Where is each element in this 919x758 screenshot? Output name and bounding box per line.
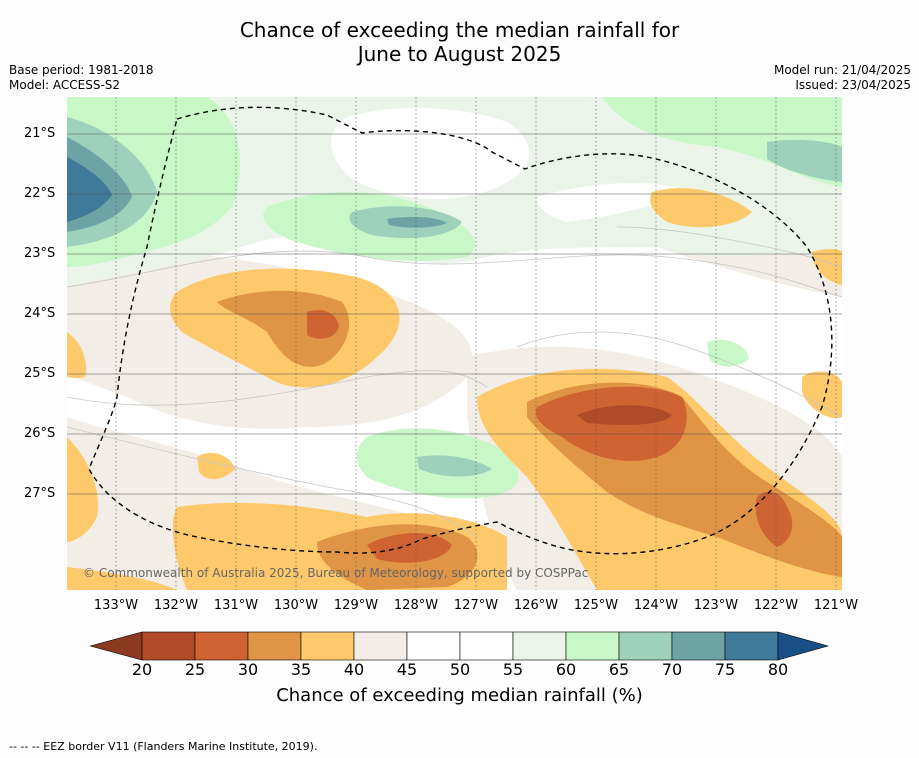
base-period: Base period: 1981-2018 (9, 63, 154, 77)
colorbar-tick-label: 45 (396, 660, 418, 679)
colorbar-tick-label: 75 (714, 660, 736, 679)
colorbar-segment (141, 631, 196, 661)
lat-label: 21°S (24, 126, 56, 141)
colorbar-tick-label: 65 (608, 660, 630, 679)
meta-left: Base period: 1981-2018 Model: ACCESS-S2 (9, 63, 154, 93)
copyright-text: © Commonwealth of Australia 2025, Bureau… (83, 566, 588, 580)
colorbar-segment (565, 631, 620, 661)
contour-65-70-south (417, 455, 492, 477)
lat-label: 25°S (24, 366, 56, 381)
colorbar-tick-label: 50 (449, 660, 471, 679)
lon-label: 130°W (273, 598, 319, 613)
contour-35-40-sw-corner (67, 567, 177, 590)
colorbar (88, 630, 830, 666)
colorbar-tick-label: 70 (661, 660, 683, 679)
colorbar-segment (618, 631, 673, 661)
model-run: Model run: 21/04/2025 (773, 63, 911, 77)
colorbar-tick-label: 60 (555, 660, 577, 679)
colorbar-tick-label: 80 (767, 660, 789, 679)
issued-date: Issued: 23/04/2025 (795, 78, 911, 92)
contour-25-30-se (755, 491, 793, 547)
lat-label: 27°S (24, 486, 56, 501)
lon-label: 122°W (753, 598, 799, 613)
lon-label: 127°W (453, 598, 499, 613)
colorbar-segment (194, 631, 249, 661)
contour-20-25-east (577, 405, 672, 425)
lon-label: 126°W (513, 598, 559, 613)
colorbar-tick-label: 55 (502, 660, 524, 679)
meta-right: Model run: 21/04/2025 Issued: 23/04/2025 (774, 63, 911, 93)
lon-label: 124°W (633, 598, 679, 613)
contour-65-70-ne (767, 139, 842, 182)
rainfall-map: © Commonwealth of Australia 2025, Bureau… (67, 97, 842, 590)
lon-label: 123°W (693, 598, 739, 613)
colorbar-over-arrow (777, 631, 830, 661)
lon-label: 131°W (213, 598, 259, 613)
colorbar-tick-label: 20 (131, 660, 153, 679)
lon-label: 133°W (93, 598, 139, 613)
colorbar-segment (406, 631, 461, 661)
colorbar-tick-label: 35 (290, 660, 312, 679)
contour-35-40-w-edge (67, 332, 87, 378)
contour-45-55-ne-gap (537, 182, 687, 222)
lon-label: 121°W (813, 598, 859, 613)
colorbar-under-arrow (88, 631, 143, 661)
contour-75-80-nw (67, 157, 112, 222)
title-line-1: Chance of exceeding the median rainfall … (239, 18, 680, 42)
contour-30-35-west (217, 290, 350, 367)
contour-35-40-small-w (197, 452, 235, 480)
chart-title: Chance of exceeding the median rainfall … (0, 18, 919, 66)
colorbar-tick-label: 40 (343, 660, 365, 679)
lat-label: 24°S (24, 306, 56, 321)
colorbar-segment (353, 631, 408, 661)
lat-label: 26°S (24, 426, 56, 441)
colorbar-segment (300, 631, 355, 661)
model-name: Model: ACCESS-S2 (9, 78, 121, 92)
contour-35-40-e-small (812, 248, 842, 285)
lon-label: 128°W (393, 598, 439, 613)
lon-label: 132°W (153, 598, 199, 613)
colorbar-segment (247, 631, 302, 661)
colorbar-svg (88, 631, 830, 661)
colorbar-label: Chance of exceeding median rainfall (%) (276, 685, 643, 706)
lat-label: 23°S (24, 246, 56, 261)
title-line-2: June to August 2025 (357, 42, 562, 66)
lat-label: 22°S (24, 186, 56, 201)
contour-70-75-center-n (387, 216, 447, 228)
lon-label: 125°W (573, 598, 619, 613)
eez-footnote: -- -- -- EEZ border V11 (Flanders Marine… (9, 740, 318, 753)
contour-60-65-small-e (707, 339, 749, 367)
colorbar-segment (671, 631, 726, 661)
contour-25-30-south (367, 533, 452, 563)
colorbar-segment (724, 631, 779, 661)
contour-35-40-sw (67, 437, 98, 542)
lon-label: 129°W (333, 598, 379, 613)
colorbar-tick-label: 30 (237, 660, 259, 679)
contour-25-30-west (307, 310, 339, 339)
colorbar-segment (459, 631, 514, 661)
colorbar-segment (512, 631, 567, 661)
contour-35-40-e-mid (802, 371, 842, 418)
eez-border (88, 106, 833, 555)
contour-35-40-ne (650, 188, 752, 228)
colorbar-tick-label: 25 (184, 660, 206, 679)
